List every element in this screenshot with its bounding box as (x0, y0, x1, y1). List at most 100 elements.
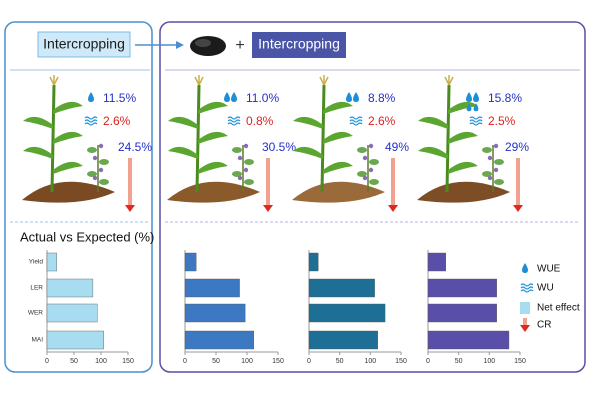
x-tick-label: 100 (95, 358, 107, 365)
soy-leaf (87, 147, 97, 153)
soy-leaf (99, 159, 109, 165)
cr-arrow (266, 158, 270, 206)
cr-arrow-head (513, 205, 523, 212)
wu-value: 2.5% (488, 114, 516, 128)
leaf (323, 131, 353, 144)
x-tick-label: 0 (183, 358, 187, 365)
soy-flower (243, 143, 249, 149)
legend-label: CR (537, 320, 551, 331)
wue-value: 11.0% (246, 91, 279, 105)
bar (184, 303, 246, 323)
x-tick-label: 0 (307, 358, 311, 365)
bar (184, 330, 255, 350)
leaf (168, 116, 198, 129)
legend-label: WU (537, 283, 554, 294)
soy-leaf (244, 159, 254, 165)
leaf (448, 131, 478, 144)
wave-icon (84, 122, 98, 126)
leaf (448, 101, 478, 114)
drop-icon (231, 92, 237, 102)
soy-leaf (369, 159, 379, 165)
soy-leaf (232, 147, 242, 153)
wave-icon (227, 116, 241, 120)
wave-icon (520, 286, 534, 290)
bar (308, 252, 319, 272)
wave-icon (349, 122, 363, 126)
bar (46, 303, 98, 323)
plus: + (235, 37, 244, 54)
soy-flower (487, 175, 493, 181)
cr-arrow (391, 158, 395, 206)
tassel (319, 75, 329, 86)
soy-leaf (482, 147, 492, 153)
drop-icon (88, 92, 94, 102)
drop-icon (224, 92, 230, 102)
bar (46, 252, 57, 272)
stem (195, 84, 201, 193)
wu-value: 2.6% (368, 114, 396, 128)
leaf (323, 161, 353, 174)
soy-flower (493, 143, 499, 149)
x-tick-label: 150 (122, 358, 134, 365)
bar (427, 303, 497, 323)
soy-flower (362, 175, 368, 181)
soil (292, 181, 385, 203)
x-tick-label: 100 (364, 358, 376, 365)
cr-arrow-head (388, 205, 398, 212)
soy-leaf (357, 171, 367, 177)
leaf (53, 161, 83, 174)
x-tick-label: 50 (212, 358, 220, 365)
leaf (23, 146, 53, 159)
left-frame (4, 21, 153, 373)
soy-flower (362, 155, 368, 161)
legend-label: WUE (537, 264, 561, 275)
bar (184, 278, 240, 298)
bar (427, 252, 446, 272)
drop-icon (473, 92, 479, 102)
leaf (418, 146, 448, 159)
leaf (198, 101, 228, 114)
wave-icon (520, 289, 534, 293)
wu-value: 2.6% (103, 114, 131, 128)
arrow-head (176, 41, 184, 49)
soy-leaf (232, 171, 242, 177)
x-tick-label: 100 (241, 358, 253, 365)
soy-flower (98, 143, 104, 149)
left-label-box (37, 31, 131, 58)
drop-icon (473, 103, 479, 112)
tassel (49, 75, 59, 86)
soy-leaf (494, 159, 504, 165)
soy-flower (237, 175, 243, 181)
leaf (323, 101, 353, 114)
cr-arrow-head (125, 205, 135, 212)
cr-arrow (523, 318, 527, 326)
category-label: LER (30, 285, 43, 292)
x-tick-label: 150 (395, 358, 407, 365)
bar (184, 252, 197, 272)
soy-leaf (494, 179, 504, 185)
wave-icon (520, 283, 534, 287)
cr-value: 30.5% (262, 140, 296, 154)
left-label: Intercropping (43, 36, 125, 52)
soil (22, 181, 115, 203)
bar (46, 278, 94, 298)
leaf (53, 101, 83, 114)
leaf (293, 116, 323, 129)
x-tick-label: 0 (45, 358, 49, 365)
x-tick-label: 150 (272, 358, 284, 365)
tassel (444, 75, 454, 86)
soy-flower (243, 167, 249, 173)
soil (417, 181, 510, 203)
leaf (448, 161, 478, 174)
x-tick-label: 50 (70, 358, 78, 365)
leaf (168, 146, 198, 159)
leaf (418, 116, 448, 129)
soy-leaf (482, 171, 492, 177)
bar (308, 303, 386, 323)
soy-leaf (369, 179, 379, 185)
soy-flower (493, 167, 499, 173)
wue-value: 11.5% (103, 91, 136, 105)
cr-arrow (128, 158, 132, 206)
cr-arrow (516, 158, 520, 206)
x-tick-label: 50 (455, 358, 463, 365)
